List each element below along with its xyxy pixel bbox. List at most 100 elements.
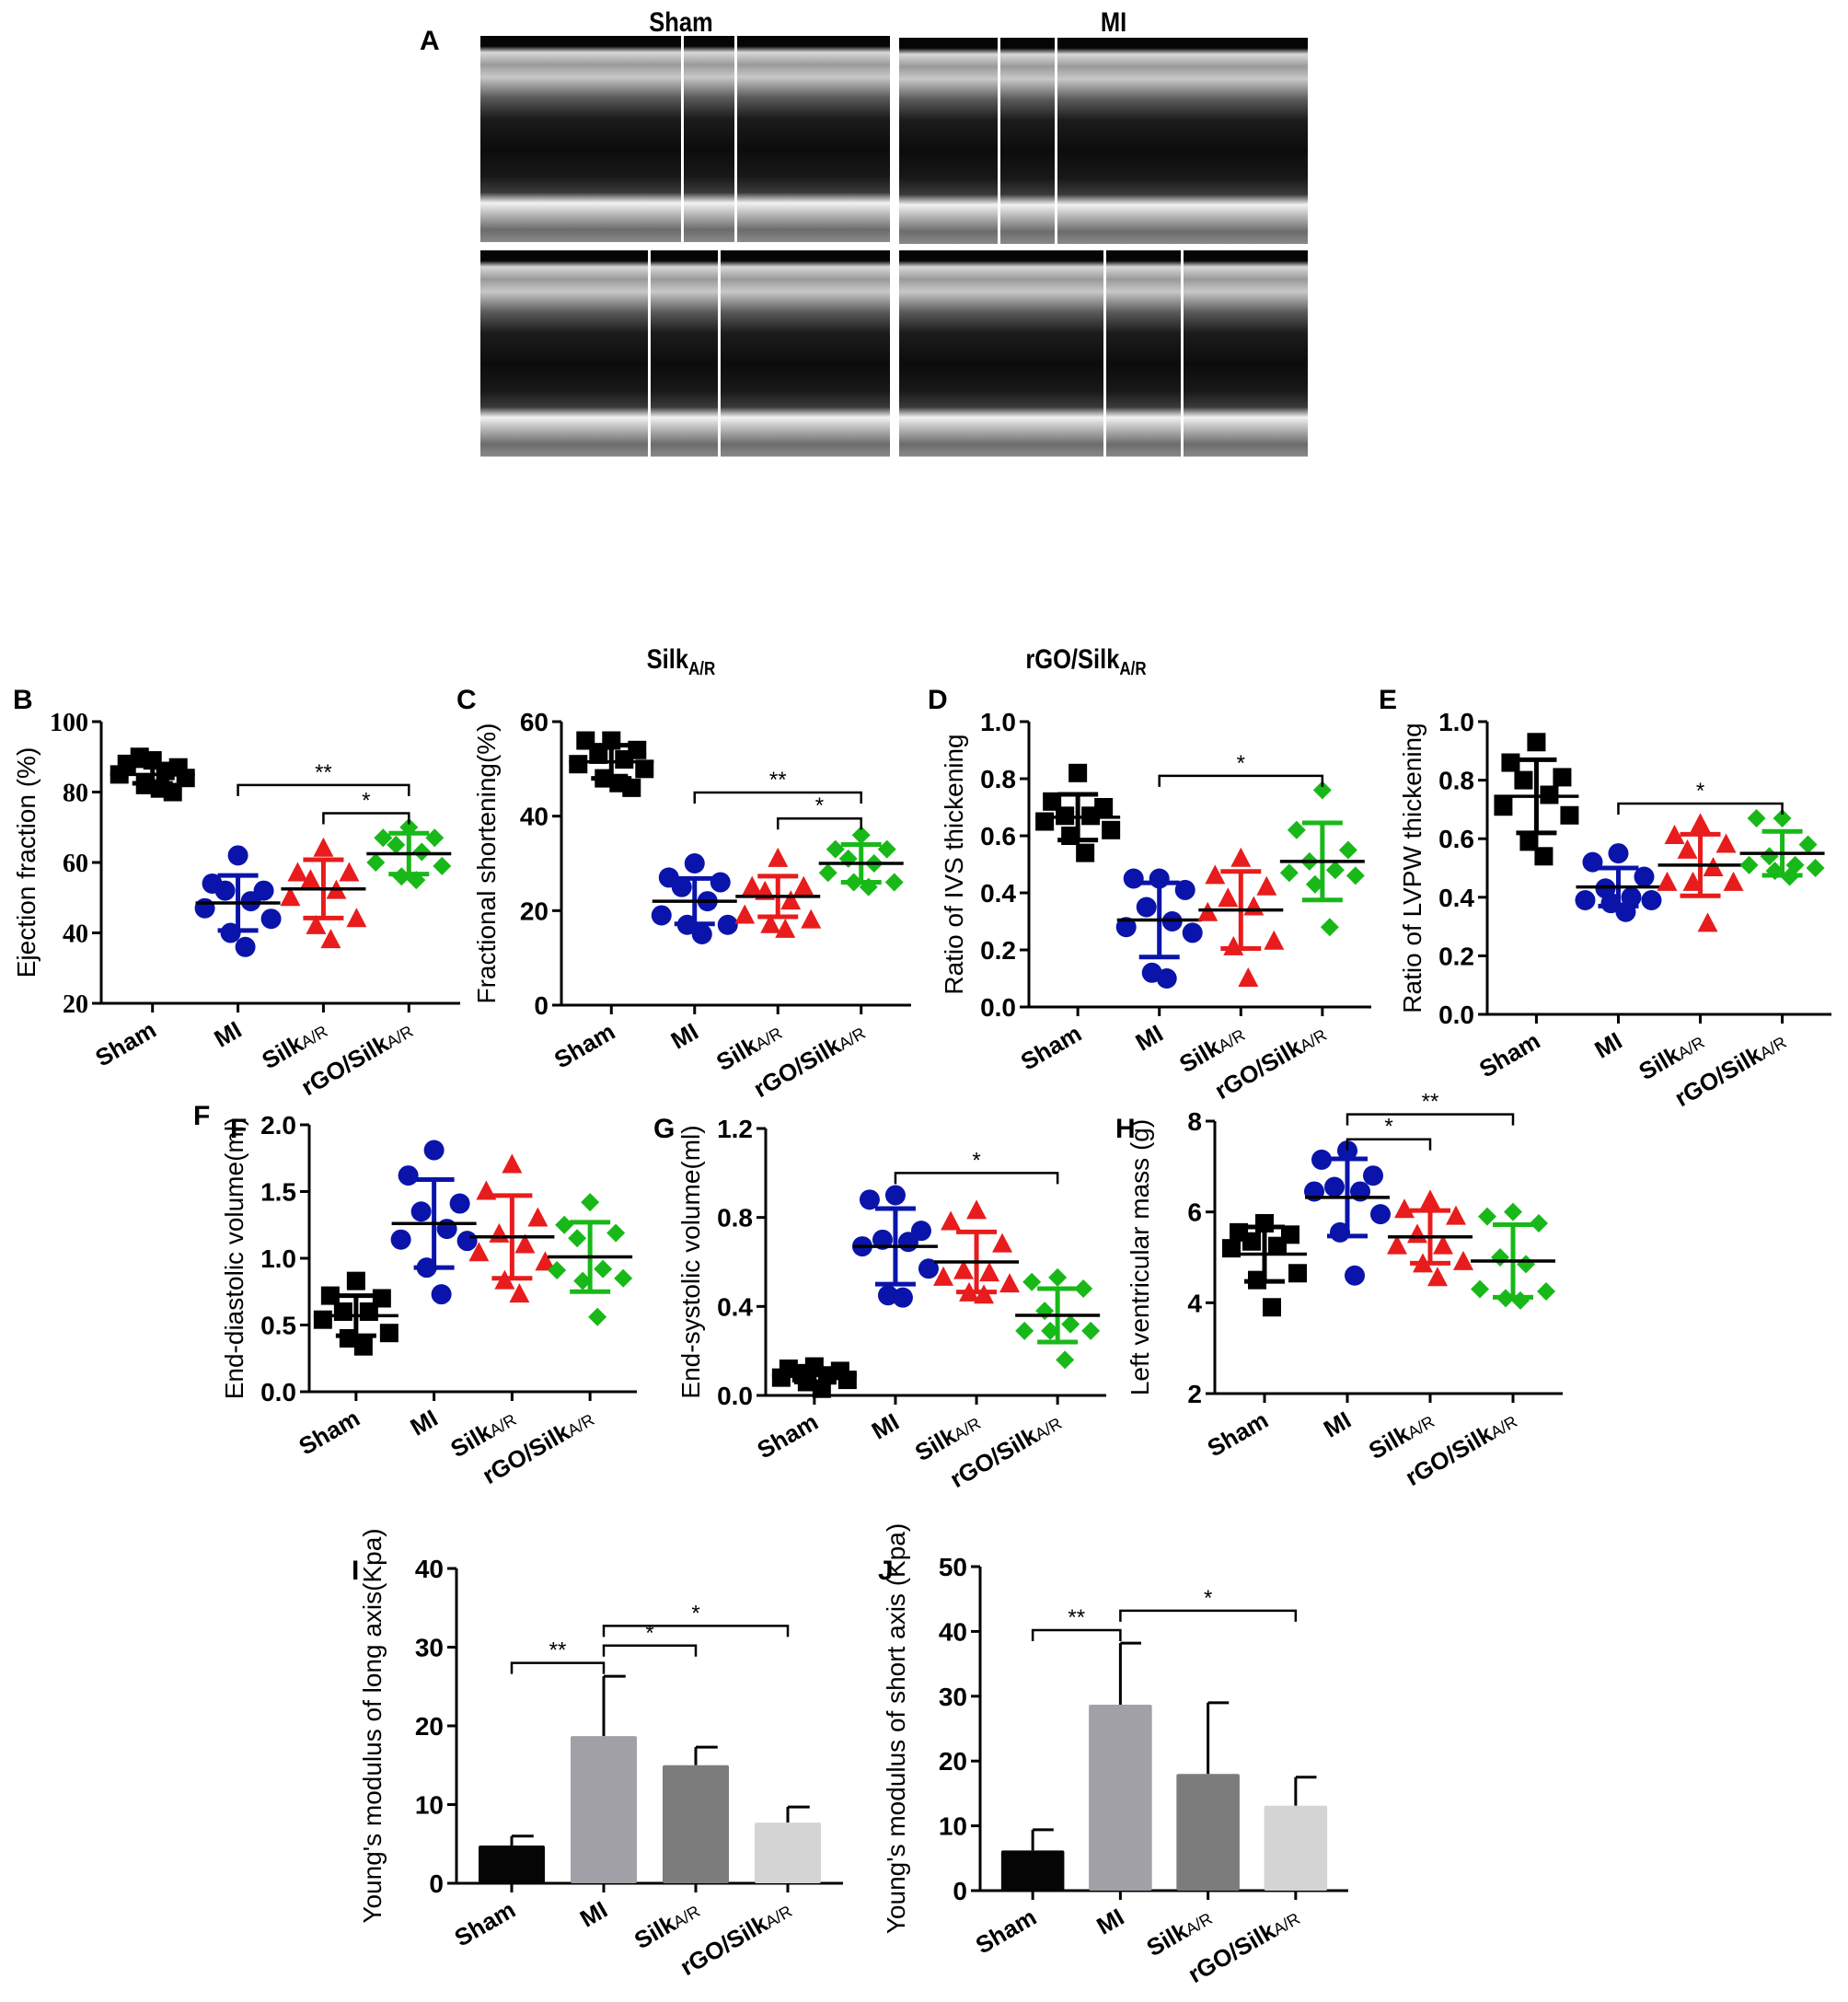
series-silkar (933, 1199, 1021, 1304)
triangle-marker (527, 1207, 549, 1227)
y-tick-label: 20 (520, 897, 549, 925)
x-tick-label: MI (867, 1407, 904, 1444)
diamond-marker (555, 1215, 574, 1234)
diamond-marker (1081, 1321, 1101, 1340)
square-marker (359, 1302, 378, 1321)
diamond-marker (412, 842, 432, 862)
panel-letter-b: B (13, 685, 33, 715)
circle-marker (671, 876, 692, 897)
square-marker (1534, 847, 1553, 866)
diamond-marker (1773, 808, 1792, 827)
panel-letter-f: F (230, 1114, 248, 1144)
diamond-marker (548, 1261, 567, 1280)
y-tick-label: 100 (50, 709, 88, 737)
circle-marker (1311, 1149, 1332, 1170)
circle-marker (194, 897, 215, 919)
significance-bracket: ** (1346, 1090, 1515, 1126)
echo-frame-separator (648, 250, 652, 457)
square-marker (622, 778, 641, 797)
diamond-marker (1056, 1350, 1075, 1370)
square-marker (1242, 1232, 1261, 1251)
triangle-marker (1218, 887, 1239, 908)
triangle-marker (1677, 839, 1698, 859)
bar-rect (1089, 1704, 1152, 1891)
diamond-marker (818, 863, 837, 883)
square-marker (837, 1371, 857, 1390)
circle-marker (1634, 866, 1655, 887)
bar-sham (479, 1834, 545, 1883)
triangle-marker (1723, 871, 1744, 891)
y-tick-label: 0 (429, 1869, 444, 1898)
bracket-line (1031, 1628, 1122, 1641)
x-tick-label: Sham (971, 1903, 1041, 1959)
y-tick-label: 50 (939, 1553, 967, 1581)
y-tick-label: 1.5 (260, 1178, 296, 1207)
bracket-line (1617, 802, 1784, 816)
echo-title-mi: MI (1100, 7, 1127, 38)
y-tick-label: 0.5 (260, 1312, 296, 1340)
y-tick-label: 30 (939, 1683, 967, 1711)
series-silkar (1657, 813, 1744, 932)
circle-marker (456, 1231, 478, 1252)
triangle-marker (1697, 912, 1718, 932)
square-marker (130, 747, 149, 767)
chart-ivs-thickening: D 0.0 0.2 0.4 0.6 0.8 1.0 Ratio of IVS thickeni… (928, 685, 1371, 1105)
x-tick-label: Sham (1474, 1026, 1544, 1082)
significance-bracket: ** (1031, 1605, 1122, 1641)
bar-rect (479, 1845, 545, 1883)
triangle-marker (1256, 875, 1277, 896)
diamond-marker (1320, 918, 1339, 937)
circle-marker (240, 891, 261, 912)
triangle-marker (999, 1273, 1021, 1293)
y-tick-label: 0.0 (717, 1382, 753, 1410)
significance-stars: ** (769, 768, 787, 793)
diamond-marker (1471, 1279, 1489, 1299)
y-tick-label: 0.4 (1438, 884, 1474, 912)
circle-marker (892, 1287, 913, 1308)
bar-mi (571, 1674, 637, 1883)
bar-rect (571, 1736, 637, 1883)
panel-letter-a: A (420, 26, 440, 56)
bar-rect (755, 1823, 821, 1883)
circle-marker (431, 1284, 452, 1305)
bracket-line (1346, 1138, 1432, 1151)
significance-stars: * (1696, 779, 1704, 804)
triangle-marker (1453, 1250, 1473, 1270)
y-axis-label: Young's modulus of long axis(Kpa) (358, 1528, 387, 1923)
y-tick-label: 80 (63, 780, 88, 808)
circle-marker (884, 1185, 906, 1206)
triangle-marker (476, 1180, 497, 1200)
triangle-marker (768, 847, 789, 867)
significance-bracket: * (1346, 1115, 1432, 1151)
y-axis-label: Ratio of LVPW thickening (1398, 723, 1426, 1013)
diamond-marker (1035, 1302, 1055, 1321)
significance-bracket: ** (510, 1638, 606, 1674)
triangle-marker (489, 1222, 510, 1243)
diamond-marker (1346, 866, 1365, 885)
significance-bracket: ** (237, 760, 410, 796)
square-marker (1527, 733, 1546, 752)
square-marker (1068, 763, 1088, 782)
diamond-marker (1312, 781, 1332, 800)
y-tick-label: 2 (1187, 1380, 1202, 1408)
axes: 0.0 0.4 0.8 1.2 (717, 1115, 1106, 1410)
circle-marker (1136, 897, 1157, 918)
diamond-marker (1478, 1207, 1496, 1226)
diamond-marker (1747, 808, 1766, 827)
diamond-marker (1325, 861, 1345, 880)
square-marker (333, 1302, 352, 1321)
diamond-marker (1287, 820, 1306, 839)
echo-title-sham: Sham (649, 7, 713, 38)
circle-marker (897, 1232, 918, 1253)
triangle-marker (1446, 1205, 1466, 1225)
y-axis-label: Young's modulus of short axis (Kpa) (882, 1523, 910, 1934)
circle-marker (1324, 1176, 1345, 1198)
bar-sham (1000, 1828, 1065, 1891)
significance-stars: * (815, 793, 824, 818)
echo-frame-separator (733, 36, 737, 242)
square-marker (569, 755, 588, 774)
y-tick-label: 0.8 (980, 765, 1016, 793)
significance-stars: * (972, 1148, 980, 1173)
x-tick-label: MI (575, 1895, 612, 1932)
